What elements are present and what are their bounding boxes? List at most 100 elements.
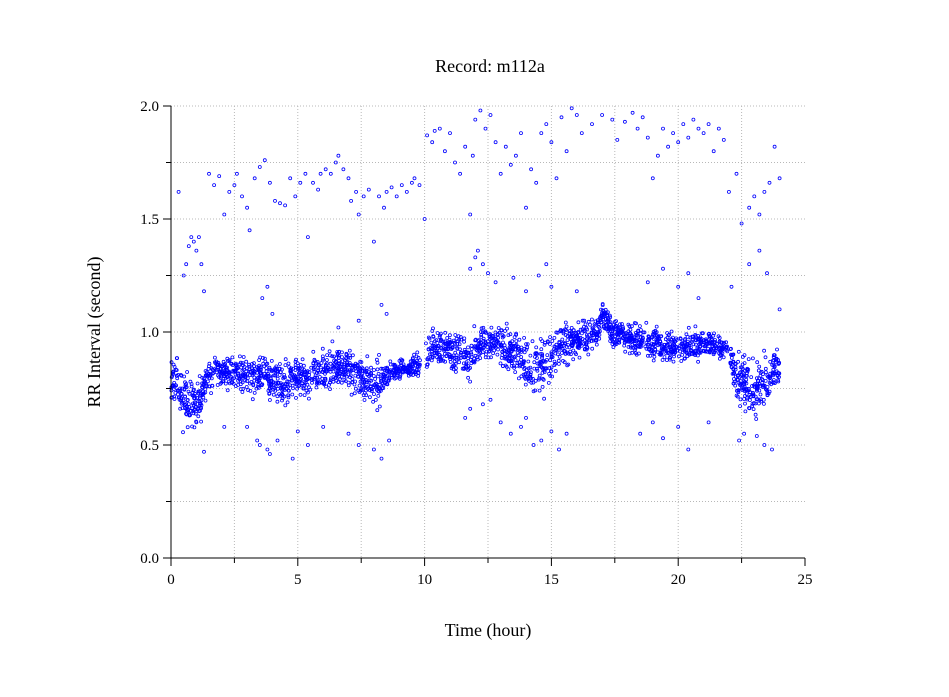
data-point	[332, 362, 337, 367]
data-point	[236, 383, 240, 387]
data-point	[445, 336, 450, 340]
data-point	[264, 366, 269, 370]
data-point	[770, 447, 774, 452]
data-point	[635, 343, 639, 348]
data-point	[718, 348, 723, 352]
data-point	[515, 351, 520, 355]
data-point	[330, 354, 335, 359]
data-point	[557, 447, 561, 452]
data-point	[694, 342, 698, 347]
data-point	[753, 412, 758, 417]
data-point	[356, 388, 361, 393]
data-point	[645, 135, 650, 140]
data-point	[690, 334, 695, 339]
data-point	[731, 371, 736, 376]
data-point	[175, 376, 180, 381]
data-point	[324, 358, 329, 362]
data-point	[216, 360, 221, 365]
data-point	[699, 331, 704, 336]
x-tick-label: 10	[417, 572, 432, 588]
data-point	[340, 355, 344, 360]
data-point	[505, 326, 509, 331]
data-point	[188, 413, 193, 418]
data-point	[702, 349, 706, 354]
data-point	[311, 349, 316, 354]
data-point	[527, 378, 531, 383]
data-point	[443, 359, 448, 364]
data-point	[776, 370, 780, 375]
data-point	[479, 326, 484, 331]
data-point	[209, 376, 214, 381]
data-point	[183, 380, 187, 385]
data-point	[642, 330, 647, 335]
data-point	[677, 354, 681, 359]
data-point	[470, 153, 475, 158]
data-point	[585, 333, 589, 338]
data-point	[612, 329, 617, 334]
data-point	[311, 180, 315, 185]
data-point	[513, 347, 518, 352]
data-point	[554, 348, 559, 353]
data-point	[542, 396, 546, 401]
data-point	[462, 336, 467, 341]
data-point	[512, 365, 517, 370]
data-point	[774, 356, 779, 361]
data-point	[217, 174, 222, 179]
data-point	[554, 176, 559, 181]
data-point	[755, 360, 760, 365]
data-point	[270, 311, 275, 316]
data-point	[736, 374, 740, 378]
data-point	[462, 366, 467, 371]
data-point	[396, 368, 401, 373]
data-point	[477, 352, 482, 357]
data-point	[193, 411, 198, 416]
data-point	[286, 395, 291, 400]
data-point	[276, 380, 281, 385]
data-point	[427, 352, 432, 357]
data-point	[202, 289, 206, 294]
data-point	[468, 406, 473, 411]
data-point	[300, 357, 305, 362]
data-point	[650, 420, 655, 425]
data-point	[590, 122, 594, 126]
data-point	[309, 365, 314, 370]
data-point	[207, 364, 211, 369]
data-point	[271, 368, 276, 373]
data-point	[739, 386, 744, 391]
data-point	[628, 327, 633, 332]
data-point	[177, 395, 182, 400]
data-point	[341, 370, 346, 375]
data-point	[776, 362, 781, 366]
data-point	[685, 334, 690, 339]
data-point	[738, 383, 742, 388]
data-point	[756, 368, 761, 373]
data-point	[544, 262, 549, 267]
data-point	[699, 338, 703, 343]
data-point	[257, 165, 262, 169]
data-point	[553, 344, 558, 349]
data-point	[720, 347, 725, 352]
data-point	[757, 248, 762, 253]
data-point	[573, 338, 578, 343]
data-point	[453, 333, 458, 337]
data-point	[278, 201, 282, 206]
data-point	[725, 349, 730, 354]
data-point	[292, 377, 297, 382]
data-point	[758, 392, 763, 397]
data-point	[468, 212, 473, 217]
data-point	[718, 356, 722, 361]
data-point	[263, 375, 268, 380]
data-point	[742, 380, 747, 385]
data-point	[174, 373, 179, 378]
data-point	[654, 340, 659, 345]
data-point	[314, 385, 319, 390]
data-point	[565, 350, 570, 355]
data-point	[583, 322, 588, 327]
data-point	[185, 370, 190, 374]
data-point	[235, 365, 240, 370]
data-point	[257, 443, 262, 447]
data-point	[458, 356, 463, 360]
data-point	[371, 374, 376, 378]
data-point	[225, 365, 229, 370]
data-point	[706, 122, 711, 126]
